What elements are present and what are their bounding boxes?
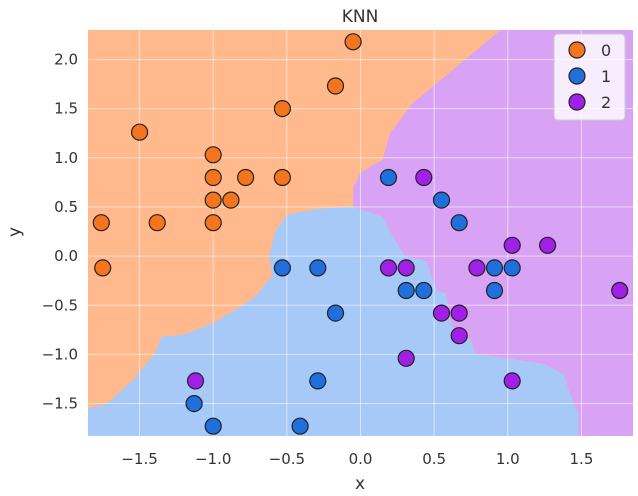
decision-region-1 <box>88 206 579 436</box>
data-point-class-2 <box>450 327 468 345</box>
y-tick-label: 0.5 <box>54 198 78 216</box>
x-tick-label: 0.5 <box>422 450 446 468</box>
data-point-class-2 <box>397 259 415 277</box>
data-point-class-1 <box>503 259 521 277</box>
data-point-class-0 <box>237 168 255 187</box>
legend-marker-1 <box>568 67 586 85</box>
data-point-class-1 <box>185 395 203 413</box>
data-point-class-1 <box>309 372 327 390</box>
data-point-class-1 <box>204 417 222 435</box>
data-point-class-0 <box>131 123 149 141</box>
data-point-class-2 <box>450 304 468 322</box>
data-point-class-2 <box>468 259 486 277</box>
data-point-class-1 <box>485 281 504 300</box>
data-point-class-0 <box>204 146 222 164</box>
legend-marker-2 <box>568 93 586 111</box>
legend-marker-0 <box>568 41 586 59</box>
y-tick-label: 2.0 <box>54 50 78 68</box>
x-axis-label: x <box>355 474 365 494</box>
data-point-class-1 <box>450 214 468 232</box>
data-point-class-0 <box>94 259 112 277</box>
decision-regions <box>88 30 633 436</box>
x-tick-label: 0.0 <box>349 450 373 468</box>
decision-region-2 <box>353 30 633 436</box>
data-point-class-2 <box>186 372 205 390</box>
y-tick-label: −1.5 <box>42 395 78 413</box>
x-axis-ticks: −1.5 −1.0 −0.5 0.0 0.5 1.0 1.5 <box>121 450 593 468</box>
data-point-class-2 <box>538 236 557 254</box>
data-point-class-0 <box>204 214 222 232</box>
x-tick-label: 1.5 <box>570 450 594 468</box>
data-point-class-2 <box>432 304 451 322</box>
data-point-class-1 <box>485 259 504 277</box>
x-tick-label: −1.0 <box>195 450 231 468</box>
legend-label-1: 1 <box>601 67 611 86</box>
data-point-class-1 <box>273 259 291 277</box>
data-points <box>92 33 629 435</box>
data-point-class-2 <box>397 349 415 367</box>
data-point-class-0 <box>222 191 240 209</box>
grid <box>88 30 633 436</box>
data-point-class-0 <box>92 214 110 232</box>
data-point-class-0 <box>273 168 291 187</box>
y-tick-label: 1.5 <box>54 100 78 118</box>
y-tick-label: −0.5 <box>42 296 78 314</box>
data-point-class-1 <box>397 281 415 300</box>
data-point-class-1 <box>415 281 433 300</box>
chart-title: KNN <box>342 7 379 27</box>
legend: 0 1 2 <box>553 33 626 121</box>
y-axis-label: y <box>5 227 25 237</box>
data-point-class-2 <box>611 281 629 300</box>
legend-box <box>553 33 626 121</box>
data-point-class-0 <box>344 33 362 51</box>
data-point-class-1 <box>379 168 398 187</box>
data-point-class-2 <box>379 259 398 277</box>
data-point-class-2 <box>503 372 521 390</box>
legend-label-0: 0 <box>601 41 611 60</box>
data-point-class-0 <box>326 77 345 95</box>
x-tick-label: −0.5 <box>269 450 305 468</box>
data-point-class-0 <box>273 99 291 118</box>
data-point-class-0 <box>204 168 222 187</box>
y-tick-label: 0.0 <box>54 247 78 265</box>
y-tick-label: 1.0 <box>54 149 78 167</box>
x-tick-label: 1.0 <box>496 450 520 468</box>
data-point-class-2 <box>503 236 521 254</box>
data-point-class-1 <box>326 304 345 322</box>
data-point-class-1 <box>309 259 327 277</box>
data-point-class-1 <box>432 191 451 209</box>
data-point-class-2 <box>415 168 433 187</box>
data-point-class-0 <box>148 214 166 232</box>
legend-label-2: 2 <box>601 93 611 112</box>
y-tick-label: −1.0 <box>42 345 78 363</box>
x-tick-label: −1.5 <box>121 450 157 468</box>
y-axis-ticks: −1.5 −1.0 −0.5 0.0 0.5 1.0 1.5 2.0 <box>42 50 78 412</box>
data-point-class-1 <box>291 417 309 435</box>
data-point-class-0 <box>204 191 222 209</box>
